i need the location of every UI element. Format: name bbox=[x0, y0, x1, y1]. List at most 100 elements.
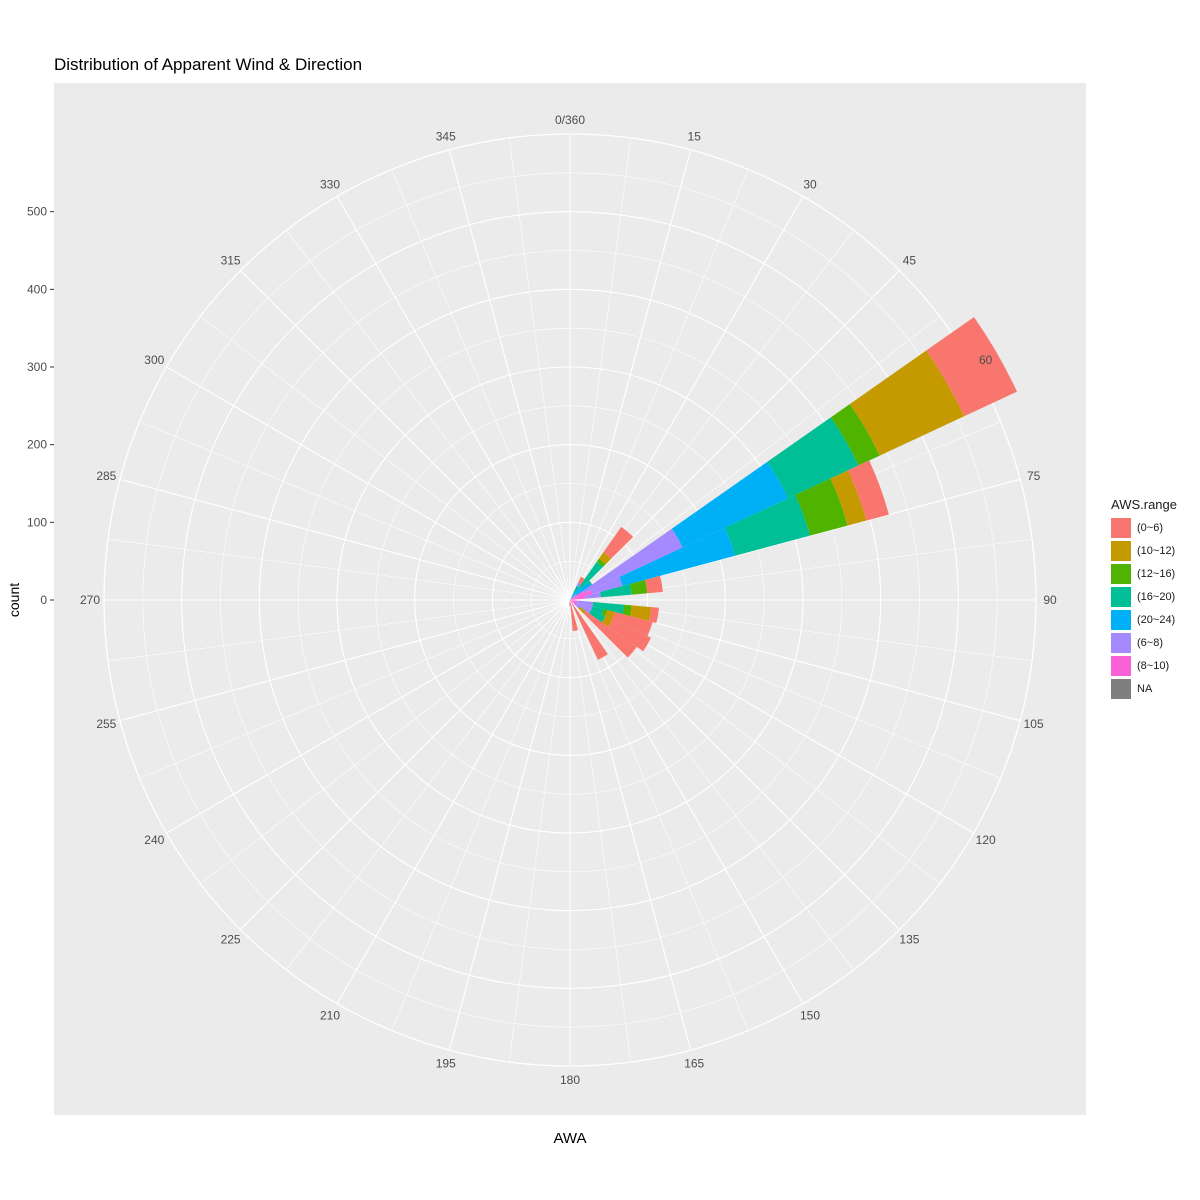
theta-tick-label: 135 bbox=[899, 932, 919, 946]
grid-spoke bbox=[569, 169, 749, 601]
legend-key bbox=[1111, 540, 1131, 561]
bar-segment bbox=[671, 461, 789, 548]
legend-item: (12~16) bbox=[1111, 562, 1177, 585]
grid-spoke bbox=[569, 196, 804, 601]
grid-spoke bbox=[391, 169, 571, 601]
bar-segment bbox=[578, 576, 585, 585]
legend-label: (8~10) bbox=[1137, 659, 1170, 672]
legend-item: (16~20) bbox=[1111, 585, 1177, 608]
bar-segment bbox=[592, 602, 625, 615]
bar-segment bbox=[795, 478, 848, 536]
theta-labels: 0/360 15 30 45 60 75 90 105 120 135 150 165 180 195 21… bbox=[80, 113, 1057, 1087]
bar-segment bbox=[577, 602, 593, 610]
bar-segment bbox=[630, 605, 652, 622]
grid-spoke bbox=[240, 599, 571, 930]
legend-label: (0~6) bbox=[1137, 521, 1163, 534]
theta-tick-label: 15 bbox=[688, 129, 702, 143]
bar-segment bbox=[570, 587, 581, 600]
bar-segment bbox=[648, 607, 659, 624]
theta-tick-label: 225 bbox=[221, 932, 241, 946]
theta-tick-label: 285 bbox=[96, 469, 116, 483]
legend-item: (6~8) bbox=[1111, 631, 1177, 654]
bars-layer bbox=[568, 317, 1017, 660]
theta-tick-label: 165 bbox=[684, 1057, 704, 1071]
bar-segment bbox=[578, 561, 603, 590]
bar-segment bbox=[645, 575, 663, 594]
legend-label: NA bbox=[1137, 682, 1153, 695]
grid-spoke bbox=[200, 599, 571, 884]
grid-spoke bbox=[448, 599, 571, 1051]
legend-item: (20~24) bbox=[1111, 608, 1177, 631]
theta-tick-label: 180 bbox=[560, 1073, 580, 1087]
legend-key bbox=[1111, 678, 1131, 699]
grid-spoke bbox=[508, 137, 571, 601]
bar-segment bbox=[569, 600, 571, 607]
bar-segment bbox=[568, 600, 570, 604]
grid-spoke bbox=[336, 196, 571, 601]
bar-segment bbox=[570, 600, 578, 605]
legend-item: (8~10) bbox=[1111, 654, 1177, 677]
bar-segment bbox=[570, 600, 578, 604]
bar-segment bbox=[612, 612, 653, 637]
bar-segment bbox=[570, 594, 577, 600]
theta-tick-label: 30 bbox=[803, 177, 817, 191]
x-axis-title: AWA bbox=[553, 1130, 586, 1147]
legend-label: (6~8) bbox=[1137, 636, 1163, 649]
legend: AWS.range (0~6) (10~12) (12~16) (16~20) (20~… bbox=[1111, 497, 1177, 700]
grid-spoke bbox=[119, 599, 571, 722]
bar-segment bbox=[622, 604, 632, 617]
grid-spoke bbox=[569, 137, 632, 601]
bar-segment bbox=[571, 603, 575, 608]
r-tick-label: 100 bbox=[27, 515, 47, 529]
bar-segment bbox=[926, 317, 1017, 417]
legend-key bbox=[1111, 609, 1131, 630]
bar-segment bbox=[578, 606, 586, 614]
grid-spoke bbox=[336, 599, 571, 1004]
grid-spoke bbox=[200, 316, 571, 601]
legend-label: (16~20) bbox=[1137, 590, 1176, 603]
theta-tick-label: 150 bbox=[800, 1009, 820, 1023]
bar-segment bbox=[575, 582, 591, 596]
bar-segment bbox=[587, 580, 593, 586]
legend-items: (0~6) (10~12) (12~16) (16~20) (20~24) (6~8) (8… bbox=[1111, 516, 1177, 700]
theta-tick-label: 60 bbox=[979, 353, 993, 367]
bar-segment bbox=[573, 606, 608, 660]
theta-tick-label: 75 bbox=[1027, 469, 1041, 483]
r-tick-label: 400 bbox=[27, 282, 47, 296]
theta-tick-label: 120 bbox=[976, 833, 996, 847]
theta-tick-label: 210 bbox=[320, 1009, 340, 1023]
bar-segment bbox=[570, 600, 573, 604]
grid-spoke bbox=[139, 599, 571, 779]
bar-segment bbox=[598, 552, 612, 565]
theta-tick-label: 255 bbox=[96, 717, 116, 731]
theta-tick-label: 45 bbox=[903, 254, 917, 268]
grid-spoke bbox=[107, 599, 571, 662]
bar-segment bbox=[570, 592, 575, 600]
grid-spoke bbox=[569, 599, 804, 1004]
bar-segment bbox=[630, 579, 648, 595]
grid-spoke bbox=[569, 599, 749, 1031]
y-axis-title: count bbox=[6, 583, 22, 617]
theta-tick-label: 315 bbox=[221, 254, 241, 268]
theta-tick-label: 105 bbox=[1024, 717, 1044, 731]
bar-segment bbox=[608, 619, 651, 652]
bar-segment bbox=[603, 526, 634, 559]
theta-tick-label: 0/360 bbox=[555, 113, 585, 127]
grid-spoke bbox=[286, 599, 571, 970]
theta-tick-label: 330 bbox=[320, 177, 340, 191]
grid-spoke bbox=[508, 599, 571, 1063]
legend-label: (20~24) bbox=[1137, 613, 1176, 626]
theta-tick-label: 345 bbox=[436, 129, 456, 143]
grid-spoke bbox=[107, 538, 571, 601]
bar-segment bbox=[585, 591, 601, 599]
grid-spoke bbox=[166, 599, 571, 834]
grid-spoke bbox=[569, 316, 940, 601]
theta-tick-label: 195 bbox=[436, 1057, 456, 1071]
legend-key bbox=[1111, 517, 1131, 538]
bar-segment bbox=[577, 600, 594, 607]
bar-segment bbox=[576, 603, 592, 614]
legend-label: (12~16) bbox=[1137, 567, 1176, 580]
legend-key bbox=[1111, 563, 1131, 584]
grid-spoke bbox=[240, 270, 571, 601]
bar-segment bbox=[570, 600, 578, 603]
